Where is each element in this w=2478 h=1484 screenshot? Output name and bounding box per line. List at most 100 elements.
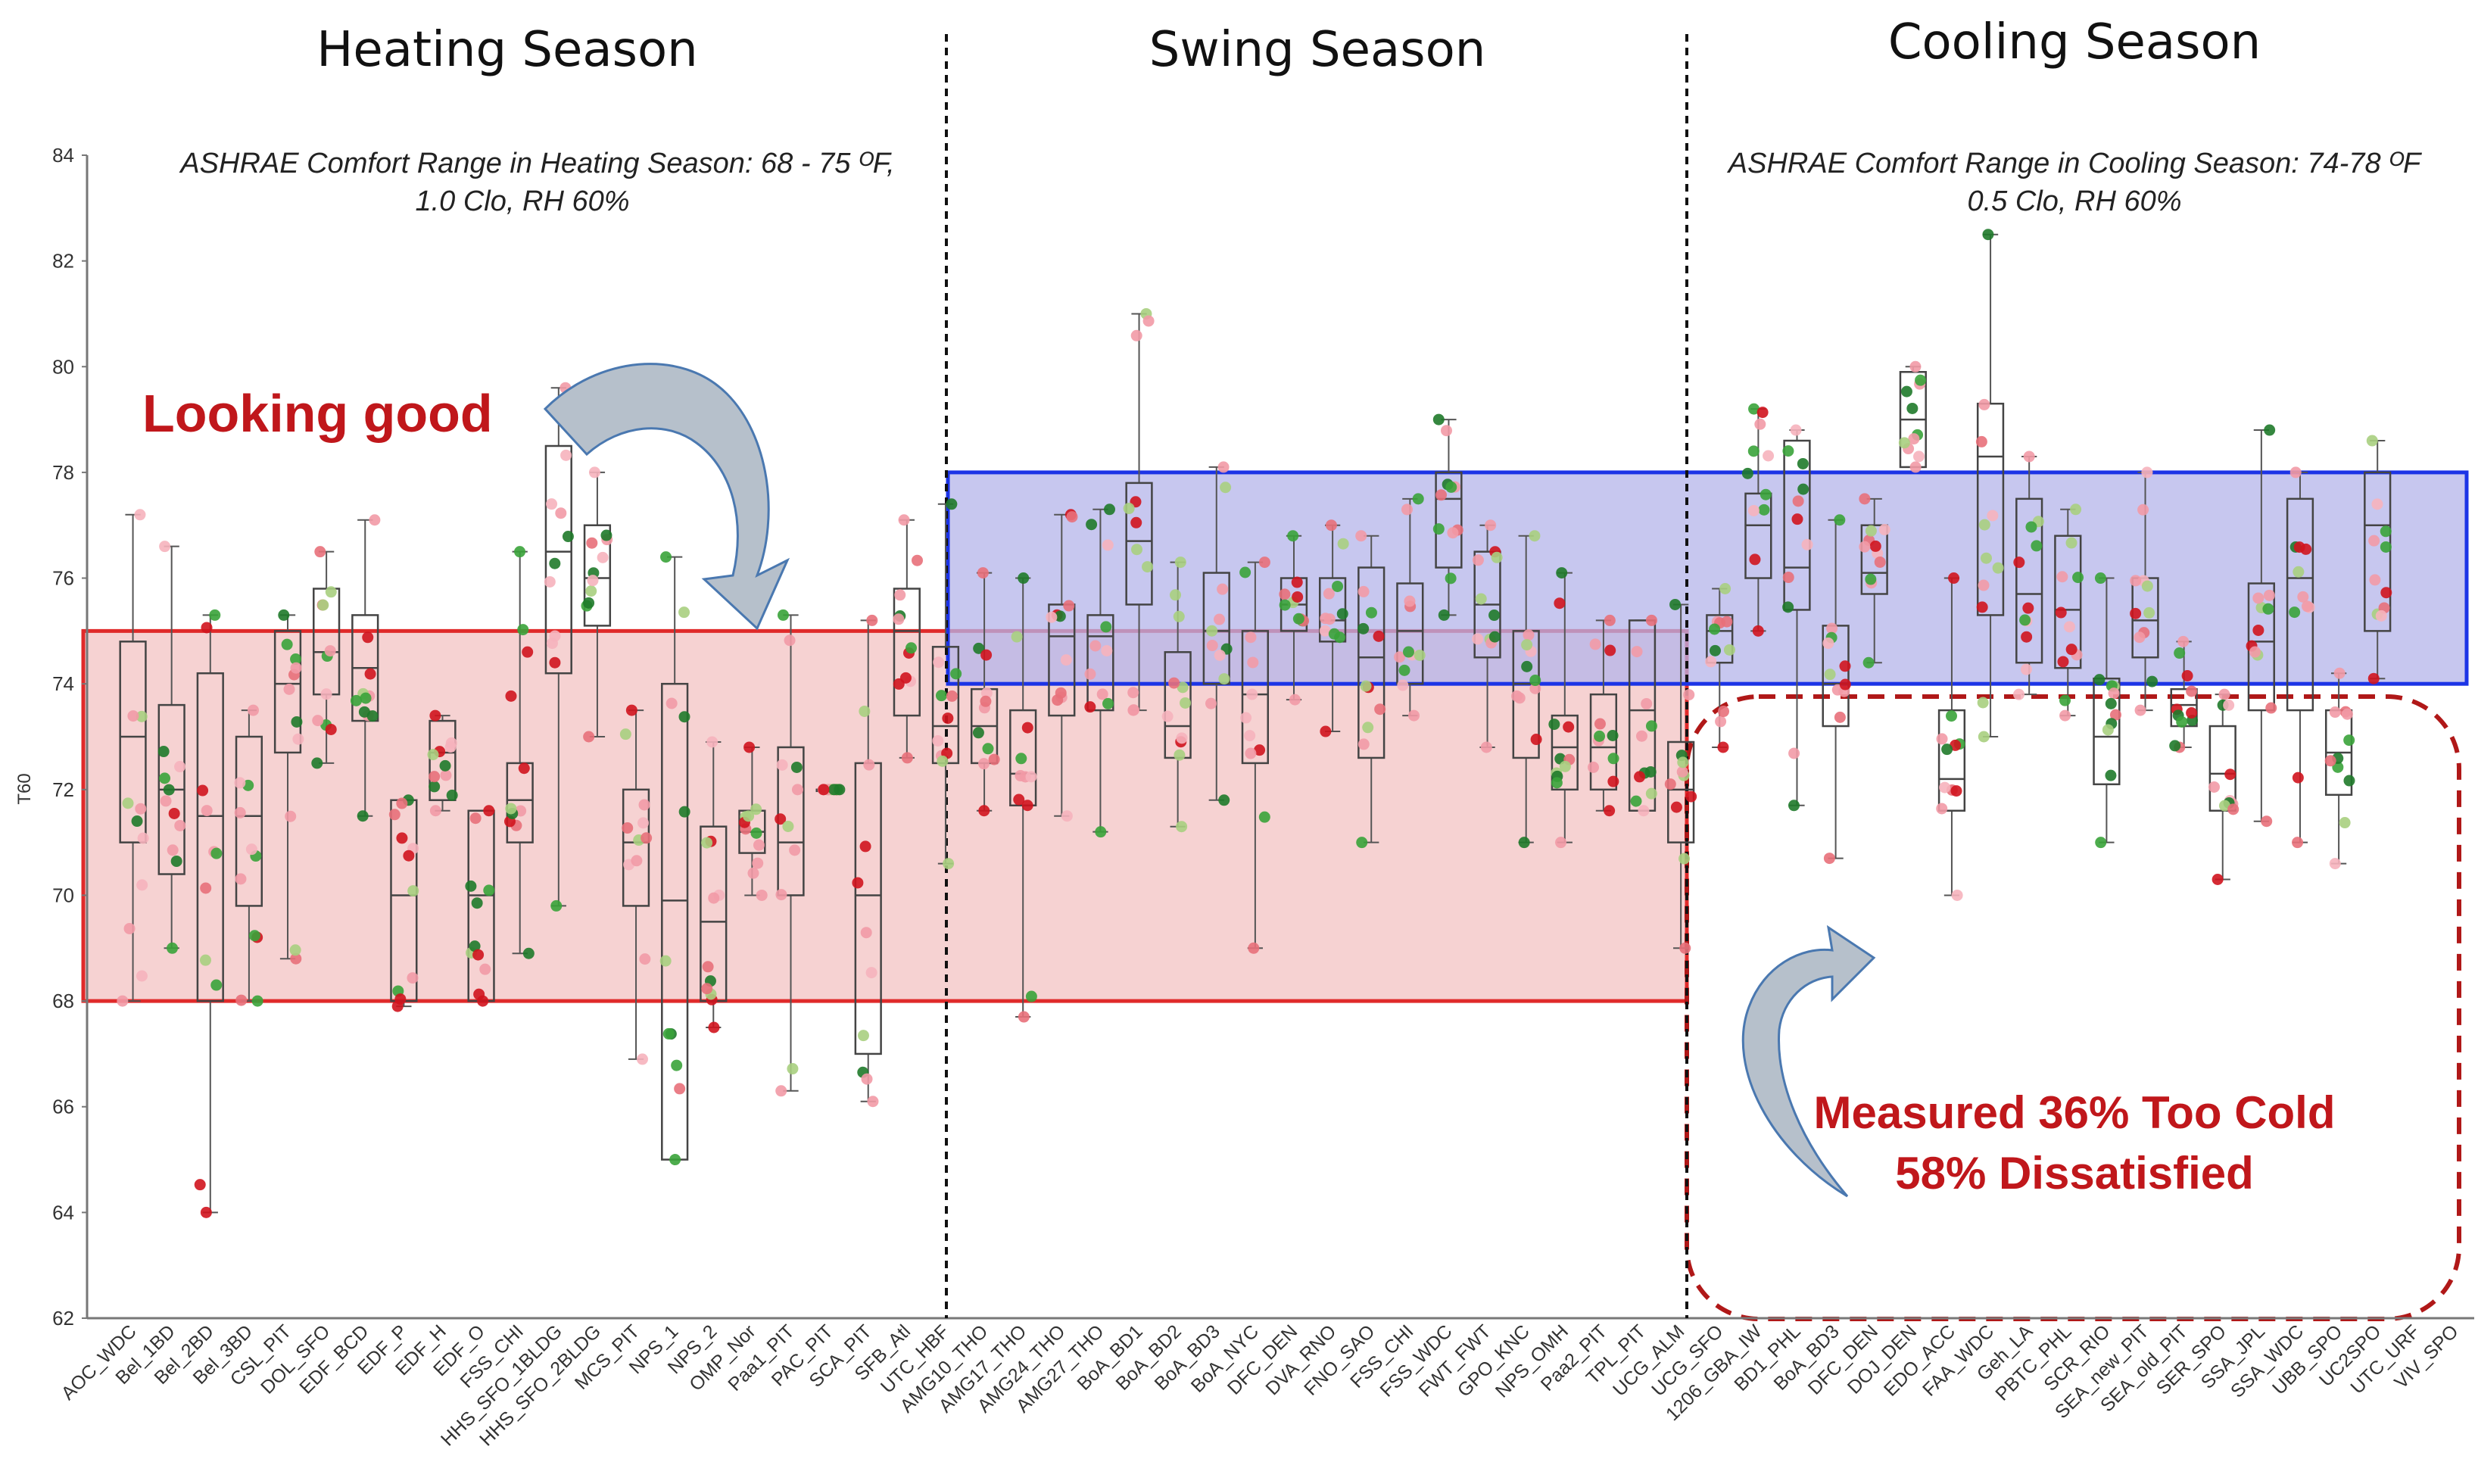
data-point — [905, 642, 918, 654]
data-point — [427, 749, 439, 761]
data-point — [2369, 574, 2381, 586]
data-point — [351, 694, 363, 706]
data-point — [248, 930, 260, 942]
data-point — [1741, 467, 1753, 479]
data-point — [1336, 608, 1348, 620]
data-point — [776, 759, 788, 771]
data-point — [2130, 607, 2142, 619]
data-point — [641, 832, 653, 844]
data-point — [660, 551, 672, 563]
data-point — [2186, 685, 2198, 697]
data-point — [2023, 450, 2035, 463]
data-point — [867, 1096, 879, 1108]
data-point — [973, 642, 985, 654]
data-point — [1898, 437, 1910, 449]
y-tick-label: 62 — [52, 1307, 74, 1330]
data-point — [1177, 681, 1189, 694]
data-point — [1782, 601, 1794, 613]
data-point — [1748, 403, 1760, 415]
data-point — [1246, 688, 1258, 700]
data-point — [1174, 556, 1186, 569]
data-point — [1292, 613, 1304, 625]
data-point — [131, 815, 143, 828]
data-point — [2141, 580, 2153, 592]
data-point — [1754, 418, 1766, 430]
data-point — [1357, 738, 1370, 750]
data-point — [1432, 413, 1445, 426]
data-point — [2208, 781, 2221, 793]
data-point — [1529, 530, 1541, 542]
data-point — [662, 1027, 675, 1040]
data-point — [234, 777, 246, 789]
data-point — [893, 613, 905, 625]
data-point — [167, 844, 179, 856]
data-point — [1788, 800, 1800, 812]
box — [1706, 614, 1734, 664]
data-point — [1021, 722, 1033, 734]
data-point — [2169, 740, 2181, 752]
data-point — [1683, 689, 1695, 701]
data-point — [505, 803, 517, 815]
data-point — [637, 817, 650, 829]
data-point — [394, 993, 407, 1005]
data-point — [2302, 600, 2314, 613]
data-point — [1244, 730, 1256, 742]
data-point — [163, 784, 175, 796]
data-point — [1398, 664, 1410, 676]
data-point — [2143, 606, 2155, 619]
data-point — [2341, 708, 2353, 720]
data-point — [235, 873, 247, 885]
data-point — [2065, 644, 2077, 656]
data-point — [1630, 795, 1642, 807]
data-point — [247, 704, 259, 716]
data-point — [1948, 572, 1960, 585]
data-point — [1987, 510, 1999, 522]
data-point — [1217, 583, 1229, 595]
data-point — [290, 662, 302, 674]
data-point — [440, 769, 452, 781]
data-point — [1978, 398, 1990, 410]
box — [2015, 497, 2043, 664]
data-point — [2056, 571, 2068, 583]
data-point — [1900, 385, 1912, 398]
box — [1048, 603, 1076, 717]
data-point — [639, 953, 651, 965]
box — [1241, 630, 1270, 765]
data-point — [123, 922, 136, 934]
data-point — [429, 771, 441, 783]
data-point — [483, 884, 495, 896]
data-point — [2263, 589, 2275, 601]
data-point — [2293, 541, 2305, 553]
data-point — [1548, 719, 1560, 731]
data-point — [1705, 656, 1717, 668]
data-point — [1176, 732, 1188, 744]
data-point — [174, 761, 186, 773]
curved-arrow-icon — [543, 363, 790, 631]
data-point — [1975, 435, 1987, 447]
data-point — [1173, 610, 1185, 622]
data-point — [1060, 654, 1072, 666]
data-point — [775, 889, 787, 901]
data-point — [1644, 765, 1657, 778]
box — [1202, 572, 1230, 685]
data-point — [289, 944, 301, 956]
data-point — [1878, 524, 1890, 536]
data-point — [674, 1083, 686, 1095]
data-point — [1054, 610, 1066, 622]
data-point — [159, 772, 171, 784]
data-point — [702, 961, 714, 973]
data-point — [2333, 667, 2346, 679]
data-point — [1839, 678, 1851, 691]
data-point — [2218, 688, 2230, 700]
data-point — [1518, 837, 1530, 849]
data-point — [317, 599, 329, 611]
y-tick-label: 64 — [52, 1201, 74, 1224]
data-point — [473, 988, 485, 1000]
data-point — [1951, 889, 1963, 901]
data-point — [1102, 539, 1114, 551]
data-point — [549, 656, 561, 669]
data-point — [1025, 990, 1037, 1002]
data-point — [2368, 535, 2380, 547]
data-point — [1563, 721, 1575, 733]
